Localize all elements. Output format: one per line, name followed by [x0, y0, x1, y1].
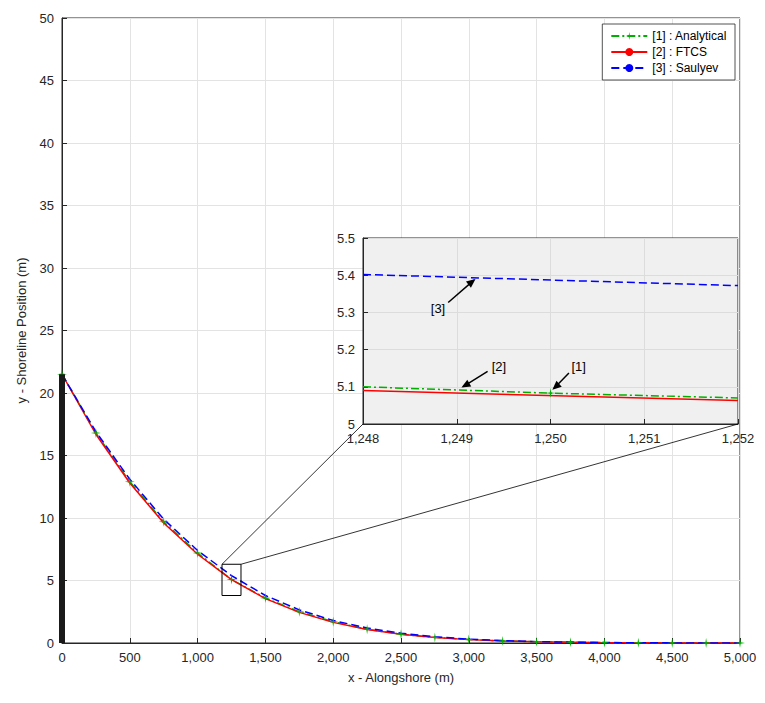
- svg-text:2,000: 2,000: [317, 650, 350, 665]
- svg-text:[3]: [3]: [431, 301, 445, 316]
- svg-text:15: 15: [40, 448, 54, 463]
- svg-text:1,250: 1,250: [534, 431, 567, 446]
- svg-text:1,249: 1,249: [440, 431, 473, 446]
- svg-text:4,500: 4,500: [656, 650, 689, 665]
- svg-text:35: 35: [40, 198, 54, 213]
- svg-text:4,000: 4,000: [588, 650, 621, 665]
- svg-text:20: 20: [40, 386, 54, 401]
- svg-text:3,000: 3,000: [453, 650, 486, 665]
- svg-text:0: 0: [47, 636, 54, 651]
- svg-text:[1]: [1]: [571, 359, 585, 374]
- svg-text:1,000: 1,000: [181, 650, 214, 665]
- svg-text:0: 0: [58, 650, 65, 665]
- svg-text:1,251: 1,251: [628, 431, 661, 446]
- svg-text:2,500: 2,500: [385, 650, 418, 665]
- svg-text:10: 10: [40, 511, 54, 526]
- svg-text:[3] : Saulyev: [3] : Saulyev: [652, 61, 718, 75]
- svg-text:3,500: 3,500: [520, 650, 553, 665]
- svg-text:5: 5: [47, 573, 54, 588]
- svg-text:5,000: 5,000: [724, 650, 757, 665]
- svg-text:1,248: 1,248: [347, 431, 380, 446]
- svg-text:x - Alongshore (m): x - Alongshore (m): [348, 670, 454, 685]
- svg-text:[2]: [2]: [492, 359, 506, 374]
- svg-text:y - Shoreline Position (m): y - Shoreline Position (m): [14, 258, 29, 404]
- svg-text:500: 500: [119, 650, 141, 665]
- svg-text:5.1: 5.1: [337, 379, 355, 394]
- svg-text:5: 5: [348, 417, 355, 432]
- svg-text:45: 45: [40, 73, 54, 88]
- svg-text:30: 30: [40, 261, 54, 276]
- svg-text:5.2: 5.2: [337, 342, 355, 357]
- svg-text:1,252: 1,252: [722, 431, 755, 446]
- svg-text:40: 40: [40, 136, 54, 151]
- svg-text:[1] : Analytical: [1] : Analytical: [652, 29, 726, 43]
- svg-text:5.3: 5.3: [337, 305, 355, 320]
- svg-text:5.4: 5.4: [337, 268, 355, 283]
- svg-text:50: 50: [40, 11, 54, 26]
- svg-text:5.5: 5.5: [337, 231, 355, 246]
- svg-text:1,500: 1,500: [249, 650, 282, 665]
- svg-text:25: 25: [40, 323, 54, 338]
- svg-text:[2] : FTCS: [2] : FTCS: [652, 45, 707, 59]
